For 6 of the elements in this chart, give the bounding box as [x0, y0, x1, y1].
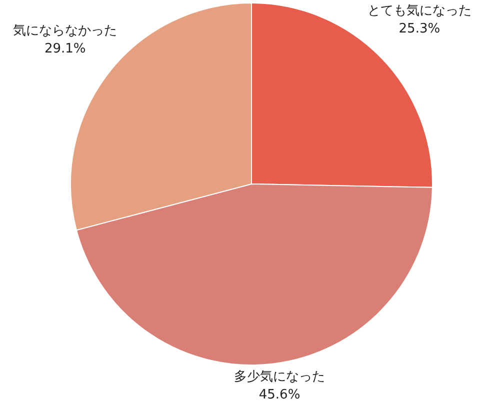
slice-label: とても気になった: [367, 3, 472, 18]
slice-label: 多少気になった: [234, 369, 326, 384]
data-label: 29.1%: [44, 42, 86, 57]
data-label: 25.3%: [398, 21, 440, 36]
slice-label: 気にならなかった: [13, 24, 118, 39]
data-label: 45.6%: [258, 387, 300, 402]
